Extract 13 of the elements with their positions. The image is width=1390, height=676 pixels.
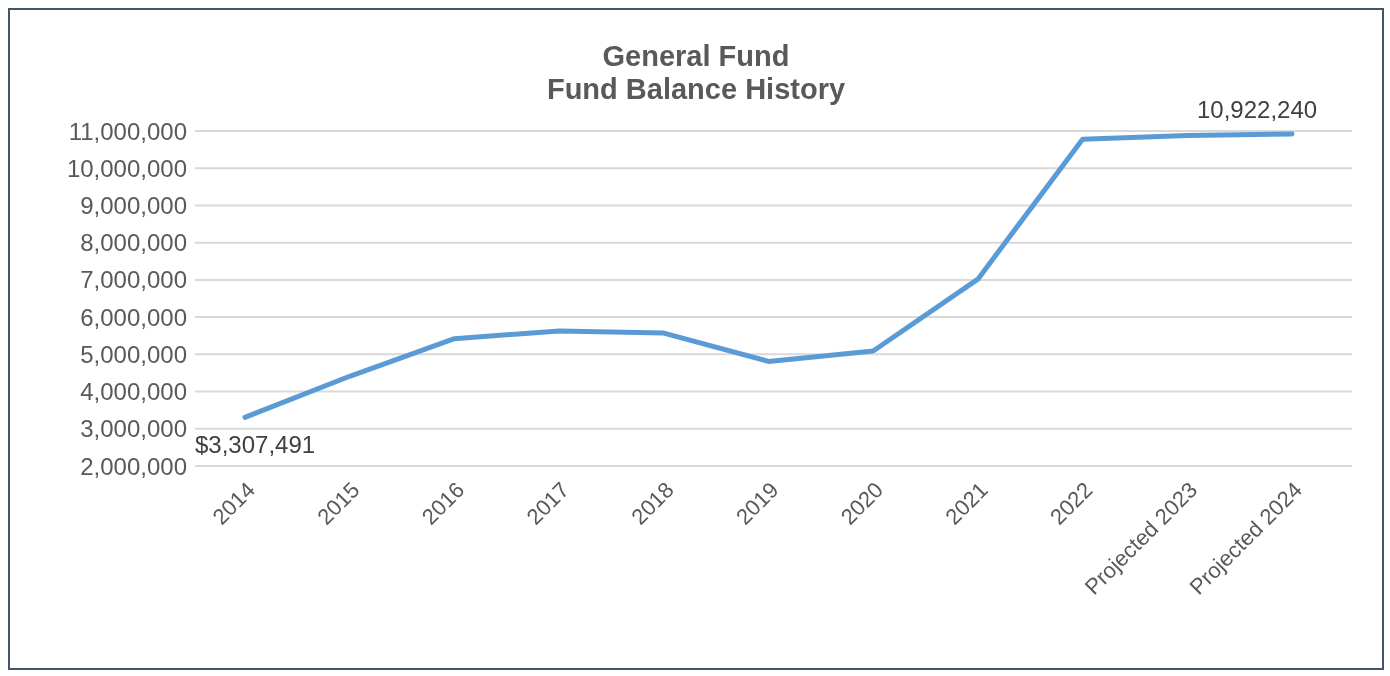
y-tick-label: 5,000,000 bbox=[80, 340, 187, 368]
y-tick-label: 6,000,000 bbox=[80, 303, 187, 331]
y-tick-label: 8,000,000 bbox=[80, 229, 187, 257]
y-tick-label: 10,000,000 bbox=[66, 154, 187, 182]
y-tick-label: 7,000,000 bbox=[80, 266, 187, 294]
data-label: $3,307,491 bbox=[195, 431, 316, 459]
y-tick-label: 3,000,000 bbox=[80, 415, 187, 443]
y-tick-label: 2,000,000 bbox=[80, 452, 187, 480]
y-tick-label: 4,000,000 bbox=[80, 378, 187, 406]
data-label: 10,922,240 bbox=[1197, 95, 1318, 123]
y-tick-label: 9,000,000 bbox=[80, 191, 187, 219]
chart-title: General Fund Fund Balance History bbox=[545, 40, 847, 105]
y-tick-label: 11,000,000 bbox=[68, 117, 187, 145]
